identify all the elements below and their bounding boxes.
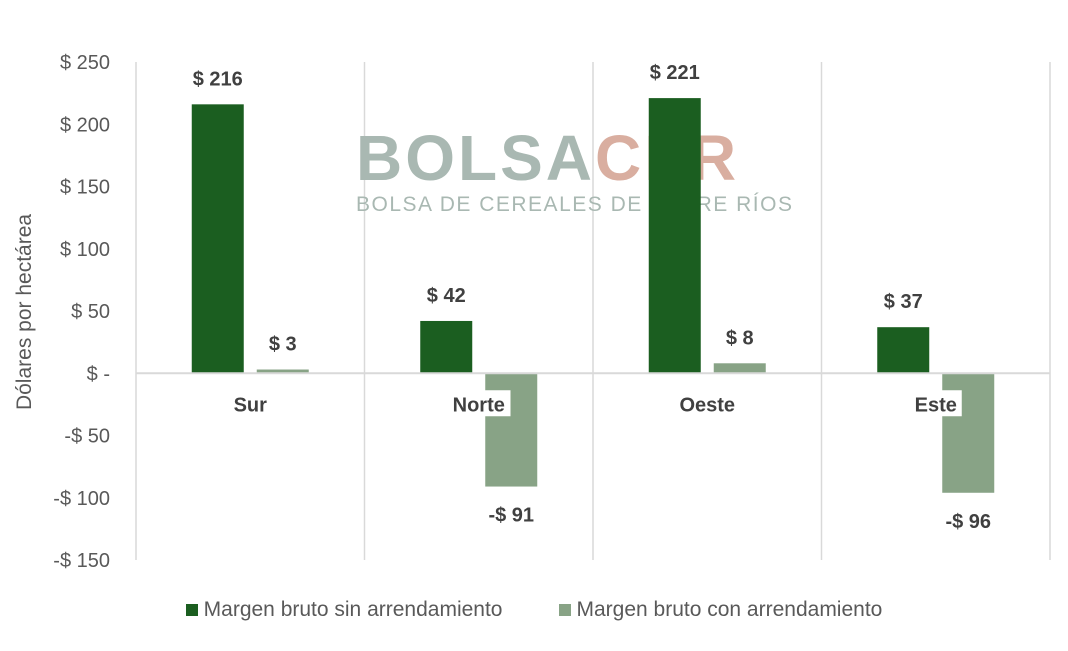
legend-item-con-arrendamiento: Margen bruto con arrendamiento — [558, 598, 883, 622]
data-label: -$ 96 — [945, 511, 991, 533]
bar-margen-bruto-sin-arrendamiento-sur — [191, 104, 244, 374]
category-label-bg — [909, 390, 962, 417]
data-label: -$ 91 — [488, 505, 534, 527]
y-axis-label: Dólares por hectárea — [13, 214, 36, 410]
legend-label: Margen bruto con arrendamiento — [576, 598, 883, 621]
y-tick-label: $ - — [87, 363, 110, 385]
data-label: $ 42 — [427, 285, 466, 307]
y-axis-ticks: $ 250 $ 200 $ 150 $ 100 $ 50 $ - -$ 50 -$ 100 -$… — [53, 52, 110, 572]
watermark-brand-part1: BOLSA — [356, 122, 595, 194]
data-labels: $ 216 $ 3 $ 42 -$ 91 $ 221 $ 8 $ 37 -$ 96 — [193, 62, 991, 533]
legend-swatch — [185, 604, 198, 616]
category-label: Sur — [234, 394, 268, 416]
data-label: $ 216 — [193, 68, 243, 90]
category-label: Oeste — [679, 394, 735, 416]
bolsacer-watermark: BOLSACER BOLSA DE CEREALES DE ENTRE RÍOS — [356, 122, 793, 216]
y-tick-label: $ 150 — [60, 177, 110, 199]
y-tick-label: $ 50 — [71, 301, 110, 323]
category-label: Este — [915, 394, 957, 416]
x-axis-categories: Sur Norte Oeste Este — [230, 390, 962, 417]
y-tick-label: $ 200 — [60, 114, 110, 136]
y-tick-label: $ 250 — [60, 52, 110, 74]
bar-margen-bruto-con-arrendamiento-norte — [485, 373, 538, 487]
watermark-subtitle: BOLSA DE CEREALES DE ENTRE RÍOS — [356, 193, 793, 216]
legend-item-sin-arrendamiento: Margen bruto sin arrendamiento — [185, 598, 503, 622]
legend-swatch — [558, 604, 571, 616]
y-tick-label: $ 100 — [60, 239, 110, 261]
bar-margen-bruto-sin-arrendamiento-norte — [420, 320, 473, 374]
category-label-bg — [675, 390, 739, 417]
data-label: $ 221 — [650, 62, 700, 84]
y-tick-label: -$ 150 — [53, 550, 110, 572]
data-label: $ 37 — [884, 291, 923, 313]
y-tick-label: -$ 100 — [53, 488, 110, 510]
y-tick-label: -$ 50 — [64, 426, 110, 448]
legend-label: Margen bruto sin arrendamiento — [203, 598, 503, 621]
data-label: $ 8 — [726, 327, 754, 349]
category-label-bg — [447, 390, 511, 417]
bar-margen-bruto-sin-arrendamiento-este — [877, 327, 930, 374]
bar-margen-bruto-con-arrendamiento-sur — [256, 369, 309, 374]
category-label: Norte — [453, 394, 505, 416]
grid-lines — [135, 62, 1051, 560]
legend: Margen bruto sin arrendamiento Margen br… — [0, 598, 1068, 622]
bar-margen-bruto-sin-arrendamiento-oeste — [648, 98, 701, 374]
bar-margen-bruto-con-arrendamiento-oeste — [713, 363, 766, 374]
category-label-bg — [230, 390, 271, 417]
data-label: $ 3 — [269, 334, 297, 356]
